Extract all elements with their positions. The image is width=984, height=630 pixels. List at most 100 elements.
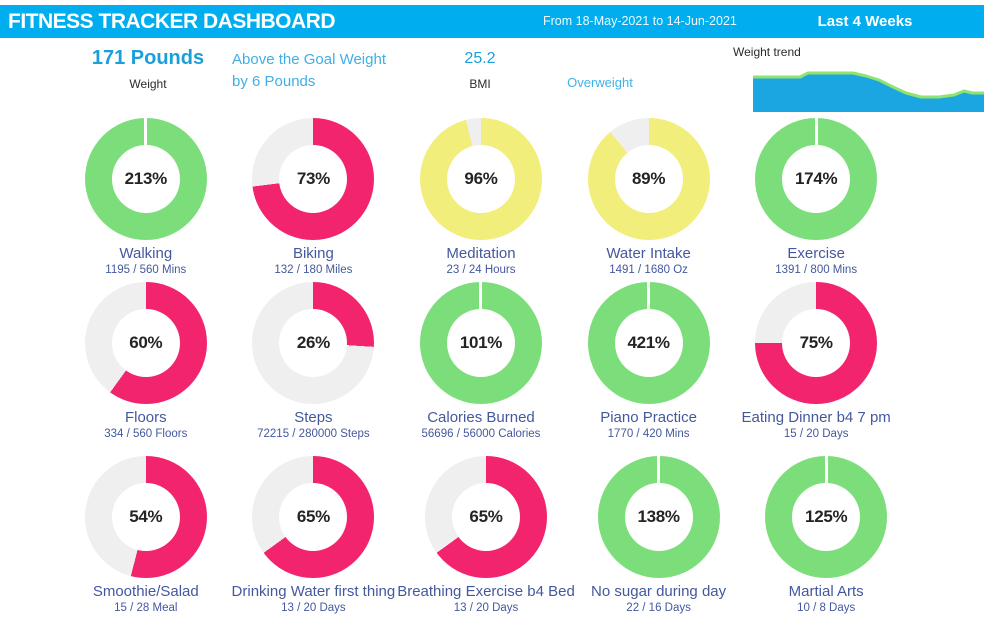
donut-percent: 89% (632, 169, 666, 188)
kpi-detail: 334 / 560 Floors (104, 428, 188, 440)
donut-hole: 174% (782, 145, 851, 213)
donut-hole: 26% (279, 309, 348, 377)
donut-percent: 26% (296, 333, 330, 352)
kpi-cell-water-intake: 89% Water Intake 1491 / 1680 Oz (565, 118, 733, 276)
kpi-label: Walking (119, 245, 173, 262)
kpi-label: Martial Arts (788, 583, 864, 600)
kpi-cell-no-sugar-during-day: 138% No sugar during day 22 / 16 Days (575, 456, 743, 614)
donut-percent: 138% (637, 507, 680, 526)
donut-chart-walking[interactable]: 213% (84, 118, 207, 240)
donut-percent: 65% (469, 507, 503, 526)
kpi-detail: 22 / 16 Days (626, 602, 691, 614)
donut-start-tick (824, 456, 828, 483)
kpi-label: Piano Practice (600, 409, 697, 426)
donut-hole: 213% (111, 145, 180, 213)
kpi-cell-martial-arts: 125% Martial Arts 10 / 8 Days (742, 456, 910, 614)
kpi-label: Exercise (787, 245, 845, 262)
kpi-label: Biking (292, 245, 334, 262)
donut-chart-smoothie-salad[interactable]: 54% (84, 456, 207, 578)
donut-chart-eating-dinner-b4-7-pm[interactable]: 75% (755, 282, 878, 404)
kpi-cell-walking: 213% Walking 1195 / 560 Mins (62, 118, 230, 276)
donut-start-tick (647, 282, 651, 309)
bmi-status: Overweight (567, 75, 633, 90)
weight-trend-title: Weight trend (733, 45, 801, 59)
donut-chart-breathing-exercise-b4-bed[interactable]: 65% (424, 456, 547, 578)
donut-hole: 65% (451, 483, 520, 551)
donut-start-tick (657, 456, 661, 483)
kpi-row-1: 213% Walking 1195 / 560 Mins 73% Biking 132 /… (62, 118, 900, 276)
goal-note-line1: Above the Goal Weight (232, 51, 386, 68)
donut-percent: 96% (464, 169, 498, 188)
donut-percent: 60% (129, 333, 163, 352)
kpi-row-3: 54% Smoothie/Salad 15 / 28 Meal 65% Drinking… (62, 456, 900, 614)
period-label: Last 4 Weeks (817, 13, 913, 30)
donut-start-tick (144, 118, 148, 145)
donut-chart-floors[interactable]: 60% (84, 282, 207, 404)
donut-hole: 421% (614, 309, 683, 377)
donut-chart-exercise[interactable]: 174% (755, 118, 878, 240)
donut-chart-water-intake[interactable]: 89% (587, 118, 710, 240)
kpi-detail: 1195 / 560 Mins (105, 264, 187, 276)
kpi-cell-drinking-water-first-thing: 65% Drinking Water first thing 13 / 20 Day… (230, 456, 398, 614)
kpi-cell-meditation: 96% Meditation 23 / 24 Hours (397, 118, 565, 276)
donut-chart-calories-burned[interactable]: 101% (419, 282, 542, 404)
donut-percent: 101% (459, 333, 503, 352)
donut-percent: 75% (799, 333, 833, 352)
header-bar: FITNESS TRACKER DASHBOARD From 18-May-20… (0, 5, 984, 38)
donut-percent: 54% (129, 507, 163, 526)
donut-chart-piano-practice[interactable]: 421% (587, 282, 710, 404)
kpi-cell-piano-practice: 421% Piano Practice 1770 / 420 Mins (565, 282, 733, 440)
date-range-label: From 18-May-2021 to 14-Jun-2021 (543, 14, 737, 28)
weight-value: 171 Pounds (91, 47, 205, 69)
weight-label: Weight (129, 77, 167, 91)
kpi-cell-floors: 60% Floors 334 / 560 Floors (62, 282, 230, 440)
kpi-label: Calories Burned (427, 409, 535, 426)
donut-chart-meditation[interactable]: 96% (419, 118, 542, 240)
donut-hole: 73% (279, 145, 348, 213)
donut-hole: 75% (782, 309, 851, 377)
donut-chart-martial-arts[interactable]: 125% (765, 456, 888, 578)
kpi-cell-smoothie-salad: 54% Smoothie/Salad 15 / 28 Meal (62, 456, 230, 614)
kpi-label: No sugar during day (591, 583, 727, 600)
goal-note: Above the Goal Weight by 6 Pounds (232, 49, 386, 93)
kpi-detail: 1770 / 420 Mins (607, 428, 690, 440)
kpi-cell-steps: 26% Steps 72215 / 280000 Steps (230, 282, 398, 440)
donut-hole: 54% (111, 483, 180, 551)
kpi-detail: 13 / 20 Days (281, 602, 346, 614)
kpi-detail: 23 / 24 Hours (446, 264, 516, 276)
kpi-cell-biking: 73% Biking 132 / 180 Miles (230, 118, 398, 276)
donut-hole: 125% (792, 483, 861, 551)
goal-note-line2: by 6 Pounds (232, 73, 316, 90)
donut-hole: 96% (446, 145, 515, 213)
donut-percent: 421% (627, 333, 670, 352)
donut-chart-drinking-water-first-thing[interactable]: 65% (252, 456, 375, 578)
donut-hole: 60% (111, 309, 180, 377)
kpi-cell-exercise: 174% Exercise 1391 / 800 Mins (732, 118, 900, 276)
kpi-label: Water Intake (606, 245, 691, 262)
donut-percent: 65% (296, 507, 330, 526)
donut-chart-biking[interactable]: 73% (252, 118, 375, 240)
donut-percent: 73% (296, 169, 330, 188)
kpi-label: Breathing Exercise b4 Bed (397, 583, 575, 600)
donut-percent: 213% (124, 169, 168, 188)
donut-chart-no-sugar-during-day[interactable]: 138% (597, 456, 720, 578)
kpi-detail: 1491 / 1680 Oz (609, 264, 688, 276)
kpi-detail: 10 / 8 Days (797, 602, 856, 614)
kpi-detail: 15 / 28 Meal (114, 602, 178, 614)
donut-hole: 89% (614, 145, 683, 213)
bmi-label: BMI (469, 77, 491, 91)
kpi-label: Meditation (446, 245, 516, 262)
donut-start-tick (814, 118, 818, 145)
kpi-detail: 72215 / 280000 Steps (257, 428, 370, 440)
kpi-row-2: 60% Floors 334 / 560 Floors 26% Steps 72215 /… (62, 282, 900, 440)
kpi-detail: 13 / 20 Days (453, 602, 519, 614)
donut-start-tick (479, 282, 483, 309)
weight-trend-chart[interactable] (751, 68, 984, 112)
kpi-label: Smoothie/Salad (92, 583, 199, 600)
kpi-cell-calories-burned: 101% Calories Burned 56696 / 56000 Calorie… (397, 282, 565, 440)
kpi-cell-breathing-exercise-b4-bed: 65% Breathing Exercise b4 Bed 13 / 20 Days (397, 456, 575, 614)
donut-hole: 65% (279, 483, 348, 551)
donut-chart-steps[interactable]: 26% (252, 282, 375, 404)
kpi-detail: 132 / 180 Miles (274, 264, 353, 276)
donut-percent: 125% (805, 507, 848, 526)
